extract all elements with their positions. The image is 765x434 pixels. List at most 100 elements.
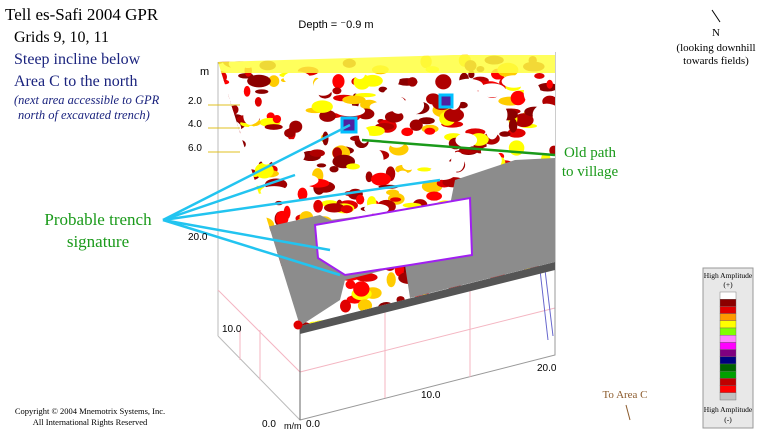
legend-swatch xyxy=(719,385,737,394)
texture xyxy=(332,74,345,89)
texture xyxy=(255,89,269,94)
texture xyxy=(536,298,555,309)
texture xyxy=(316,163,327,168)
texture xyxy=(342,95,366,105)
texture xyxy=(219,278,243,290)
texture xyxy=(478,83,506,98)
texture xyxy=(268,75,280,87)
note: Steep incline below xyxy=(14,51,141,68)
depth-tick: 2.0 xyxy=(188,96,202,107)
texture xyxy=(549,271,555,287)
texture xyxy=(269,277,284,284)
axis-unit: m/m xyxy=(284,421,302,431)
legend-swatch xyxy=(719,291,737,300)
origin-dot xyxy=(293,320,303,330)
texture xyxy=(486,123,499,140)
texture xyxy=(220,116,236,129)
texture xyxy=(227,257,241,270)
texture xyxy=(272,278,285,295)
old-path-label: to village xyxy=(562,164,619,180)
texture xyxy=(522,291,545,307)
texture xyxy=(390,197,402,202)
legend-swatch xyxy=(719,306,737,314)
texture xyxy=(218,204,224,211)
legend-swatch xyxy=(719,335,737,343)
texture xyxy=(283,71,311,85)
texture xyxy=(402,159,416,171)
texture xyxy=(309,149,325,157)
texture xyxy=(495,290,518,299)
texture xyxy=(446,321,468,326)
legend-swatch xyxy=(719,378,737,386)
texture xyxy=(538,315,546,321)
texture xyxy=(472,105,495,120)
legend-swatch xyxy=(719,342,737,350)
texture xyxy=(525,82,541,100)
texture xyxy=(384,111,404,123)
texture xyxy=(260,186,288,197)
legend-swatch xyxy=(719,392,737,401)
texture xyxy=(275,210,289,226)
north-arrow xyxy=(711,9,721,23)
texture xyxy=(478,150,502,171)
legend-bottom: High Amplitude xyxy=(704,405,753,414)
texture xyxy=(501,75,527,88)
bottom-tick: 20.0 xyxy=(537,363,557,374)
texture xyxy=(536,281,555,294)
italic-note: north of excavated trench) xyxy=(18,108,150,122)
legend-swatch xyxy=(719,371,737,379)
legend-bottom: (-) xyxy=(724,415,732,424)
texture xyxy=(345,280,356,290)
texture xyxy=(313,199,323,213)
texture xyxy=(410,147,432,163)
texture xyxy=(364,148,384,170)
title: Tell es-Safi 2004 GPR xyxy=(5,5,159,24)
texture xyxy=(218,113,230,129)
texture xyxy=(476,314,484,321)
texture xyxy=(262,281,281,296)
bottom-tick: 0.0 xyxy=(306,419,320,430)
texture xyxy=(218,92,243,106)
texture xyxy=(228,251,247,261)
texture xyxy=(417,167,432,172)
texture xyxy=(243,249,262,262)
texture xyxy=(549,145,555,156)
texture xyxy=(431,301,438,317)
legend-swatch xyxy=(719,356,737,365)
texture xyxy=(499,131,511,137)
depth-label: Depth = ⁻0.9 m xyxy=(298,19,373,31)
texture xyxy=(254,96,262,107)
texture xyxy=(453,312,470,324)
texture xyxy=(500,297,520,308)
texture xyxy=(222,168,240,179)
legend-swatch xyxy=(719,320,737,329)
texture xyxy=(264,124,283,130)
legend-swatch xyxy=(719,299,737,307)
texture xyxy=(218,305,221,312)
legend-swatch xyxy=(719,313,737,322)
texture xyxy=(496,106,508,124)
texture xyxy=(455,133,478,148)
texture xyxy=(386,272,396,288)
texture xyxy=(225,127,241,138)
texture xyxy=(356,194,365,205)
texture xyxy=(332,87,342,95)
texture xyxy=(364,203,389,214)
texture xyxy=(340,299,351,313)
texture xyxy=(500,321,524,326)
texture xyxy=(426,191,443,201)
texture xyxy=(220,174,237,179)
texture xyxy=(403,96,425,115)
legend-swatch xyxy=(719,349,737,358)
slab-side xyxy=(300,262,555,334)
texture xyxy=(534,72,545,79)
texture xyxy=(535,290,555,305)
texture xyxy=(346,163,360,170)
texture xyxy=(449,299,459,306)
texture xyxy=(502,284,521,291)
texture xyxy=(382,87,402,110)
texture xyxy=(243,85,251,97)
texture xyxy=(284,128,296,138)
texture xyxy=(261,258,278,274)
